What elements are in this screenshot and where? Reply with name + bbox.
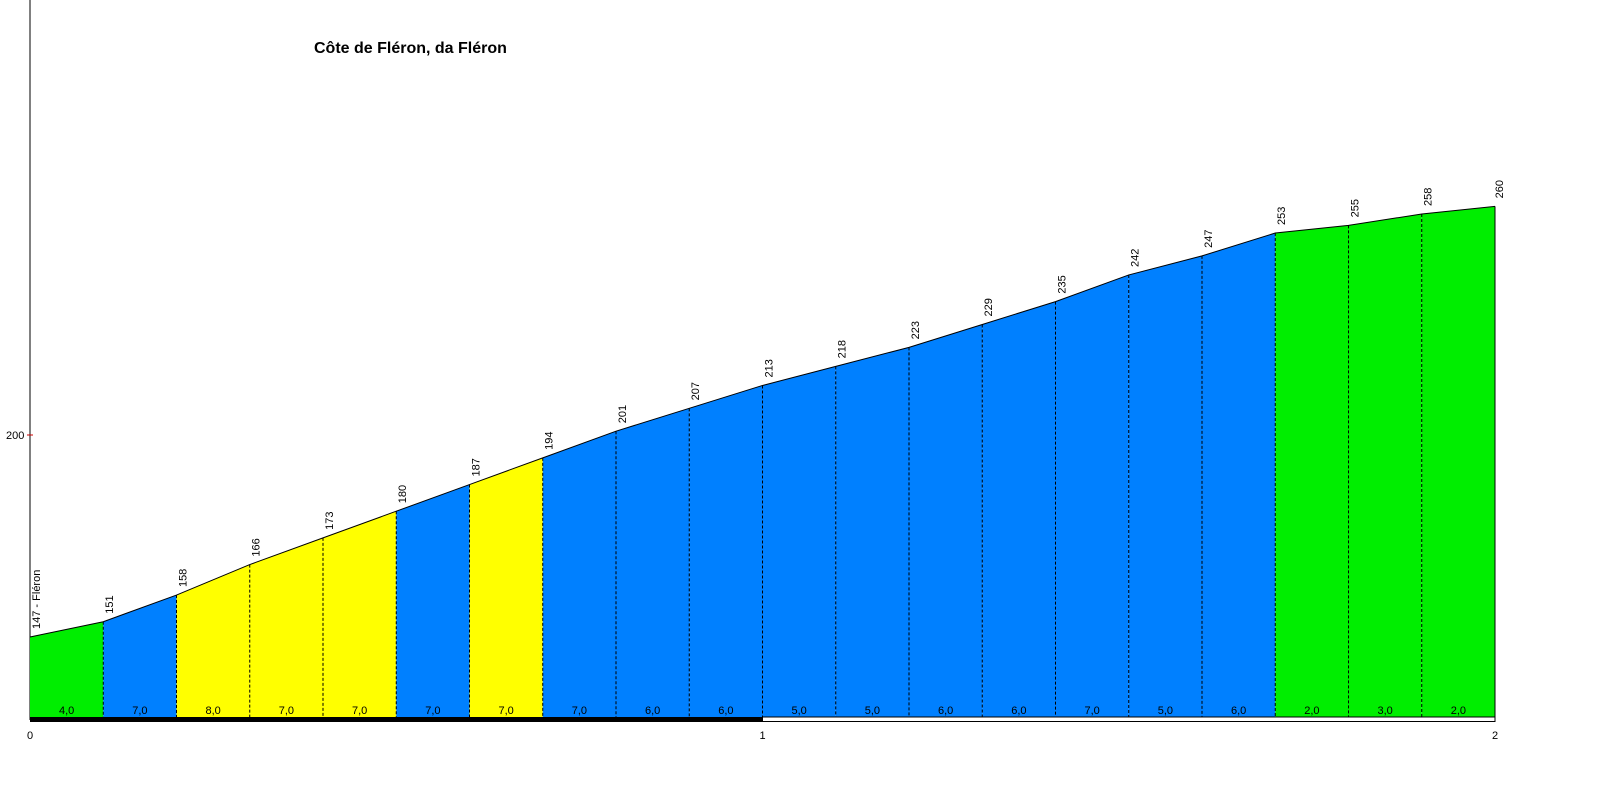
elevation-label: 180 bbox=[397, 485, 409, 503]
grade-label: 6,0 bbox=[1011, 705, 1026, 717]
grade-segment-11 bbox=[762, 366, 836, 717]
elevation-label: 258 bbox=[1423, 188, 1435, 206]
grade-segment-18 bbox=[1275, 225, 1349, 718]
elevation-label: 158 bbox=[178, 569, 190, 587]
grade-segment-15 bbox=[1055, 274, 1129, 717]
grade-segment-9 bbox=[616, 408, 690, 717]
elevation-label: 194 bbox=[544, 432, 556, 450]
chart-title: Côte de Fléron, da Fléron bbox=[314, 40, 507, 57]
grade-label: 6,0 bbox=[938, 705, 953, 717]
segments-layer bbox=[30, 206, 1495, 718]
grade-segment-5 bbox=[323, 511, 397, 717]
dividers-layer bbox=[102, 206, 1496, 717]
grade-segment-16 bbox=[1128, 255, 1202, 717]
grade-label: 8,0 bbox=[205, 705, 220, 717]
x-tick-label: 1 bbox=[759, 730, 765, 742]
elevation-label: 187 bbox=[471, 458, 483, 476]
grade-label: 6,0 bbox=[718, 705, 733, 717]
grade-segment-7 bbox=[469, 457, 543, 717]
elevation-label: 218 bbox=[837, 340, 849, 358]
x-tick-label: 2 bbox=[1492, 730, 1498, 742]
grade-label: 6,0 bbox=[1231, 705, 1246, 717]
grade-label: 7,0 bbox=[132, 705, 147, 717]
elevation-label: 213 bbox=[764, 359, 776, 377]
grade-label: 2,0 bbox=[1451, 705, 1466, 717]
grade-segment-10 bbox=[689, 385, 763, 717]
elevation-label: 235 bbox=[1057, 275, 1069, 293]
grade-label: 3,0 bbox=[1377, 705, 1392, 717]
grade-segment-19 bbox=[1348, 213, 1422, 718]
x-axis-layer: 0 1 2 200 bbox=[6, 430, 1498, 742]
grade-label: 5,0 bbox=[791, 705, 806, 717]
labels-layer: 147 - Fléron 151 158 166 173 180 187 194 201 207 2… bbox=[31, 180, 1506, 717]
elevation-profile-line bbox=[29, 205, 1496, 638]
grade-segment-13 bbox=[909, 324, 983, 717]
grade-label: 7,0 bbox=[1084, 705, 1099, 717]
elevation-label: 173 bbox=[324, 512, 336, 530]
elevation-label: 247 bbox=[1203, 230, 1215, 248]
grade-label: 7,0 bbox=[572, 705, 587, 717]
grade-segment-3 bbox=[176, 564, 250, 717]
elevation-label: 242 bbox=[1130, 249, 1142, 267]
km-scale-bar-black bbox=[30, 717, 763, 722]
elevation-label: 207 bbox=[690, 382, 702, 400]
elevation-label: 201 bbox=[617, 405, 629, 423]
grade-label: 5,0 bbox=[1158, 705, 1173, 717]
elevation-label: 151 bbox=[104, 595, 116, 613]
grade-segment-1 bbox=[30, 621, 104, 717]
grade-segment-20 bbox=[1421, 206, 1495, 717]
grade-label: 6,0 bbox=[645, 705, 660, 717]
elevation-label: 223 bbox=[910, 321, 922, 339]
grade-label: 7,0 bbox=[352, 705, 367, 717]
elevation-label: 253 bbox=[1276, 207, 1288, 225]
y-tick-label: 200 bbox=[6, 430, 24, 442]
elevation-label: 229 bbox=[983, 298, 995, 316]
grade-label: 7,0 bbox=[279, 705, 294, 717]
grade-segment-8 bbox=[542, 431, 616, 717]
grade-segment-12 bbox=[835, 347, 909, 717]
km-scale-bar-white bbox=[762, 716, 1496, 722]
grade-segment-17 bbox=[1202, 233, 1276, 717]
grade-label: 7,0 bbox=[498, 705, 513, 717]
grade-label: 2,0 bbox=[1304, 705, 1319, 717]
elevation-label: 260 bbox=[1494, 180, 1506, 198]
start-location-label: 147 - Fléron bbox=[31, 570, 43, 629]
grade-label: 5,0 bbox=[865, 705, 880, 717]
grade-label: 4,0 bbox=[59, 705, 74, 717]
elevation-label: 166 bbox=[251, 538, 263, 556]
x-tick-label: 0 bbox=[27, 730, 33, 742]
grade-segment-4 bbox=[249, 537, 323, 717]
grade-segment-14 bbox=[982, 301, 1056, 717]
grade-segment-6 bbox=[396, 484, 470, 717]
profile-layer bbox=[29, 205, 1496, 638]
elevation-label: 255 bbox=[1350, 199, 1362, 217]
grade-label: 7,0 bbox=[425, 705, 440, 717]
grade-segment-2 bbox=[103, 595, 177, 717]
